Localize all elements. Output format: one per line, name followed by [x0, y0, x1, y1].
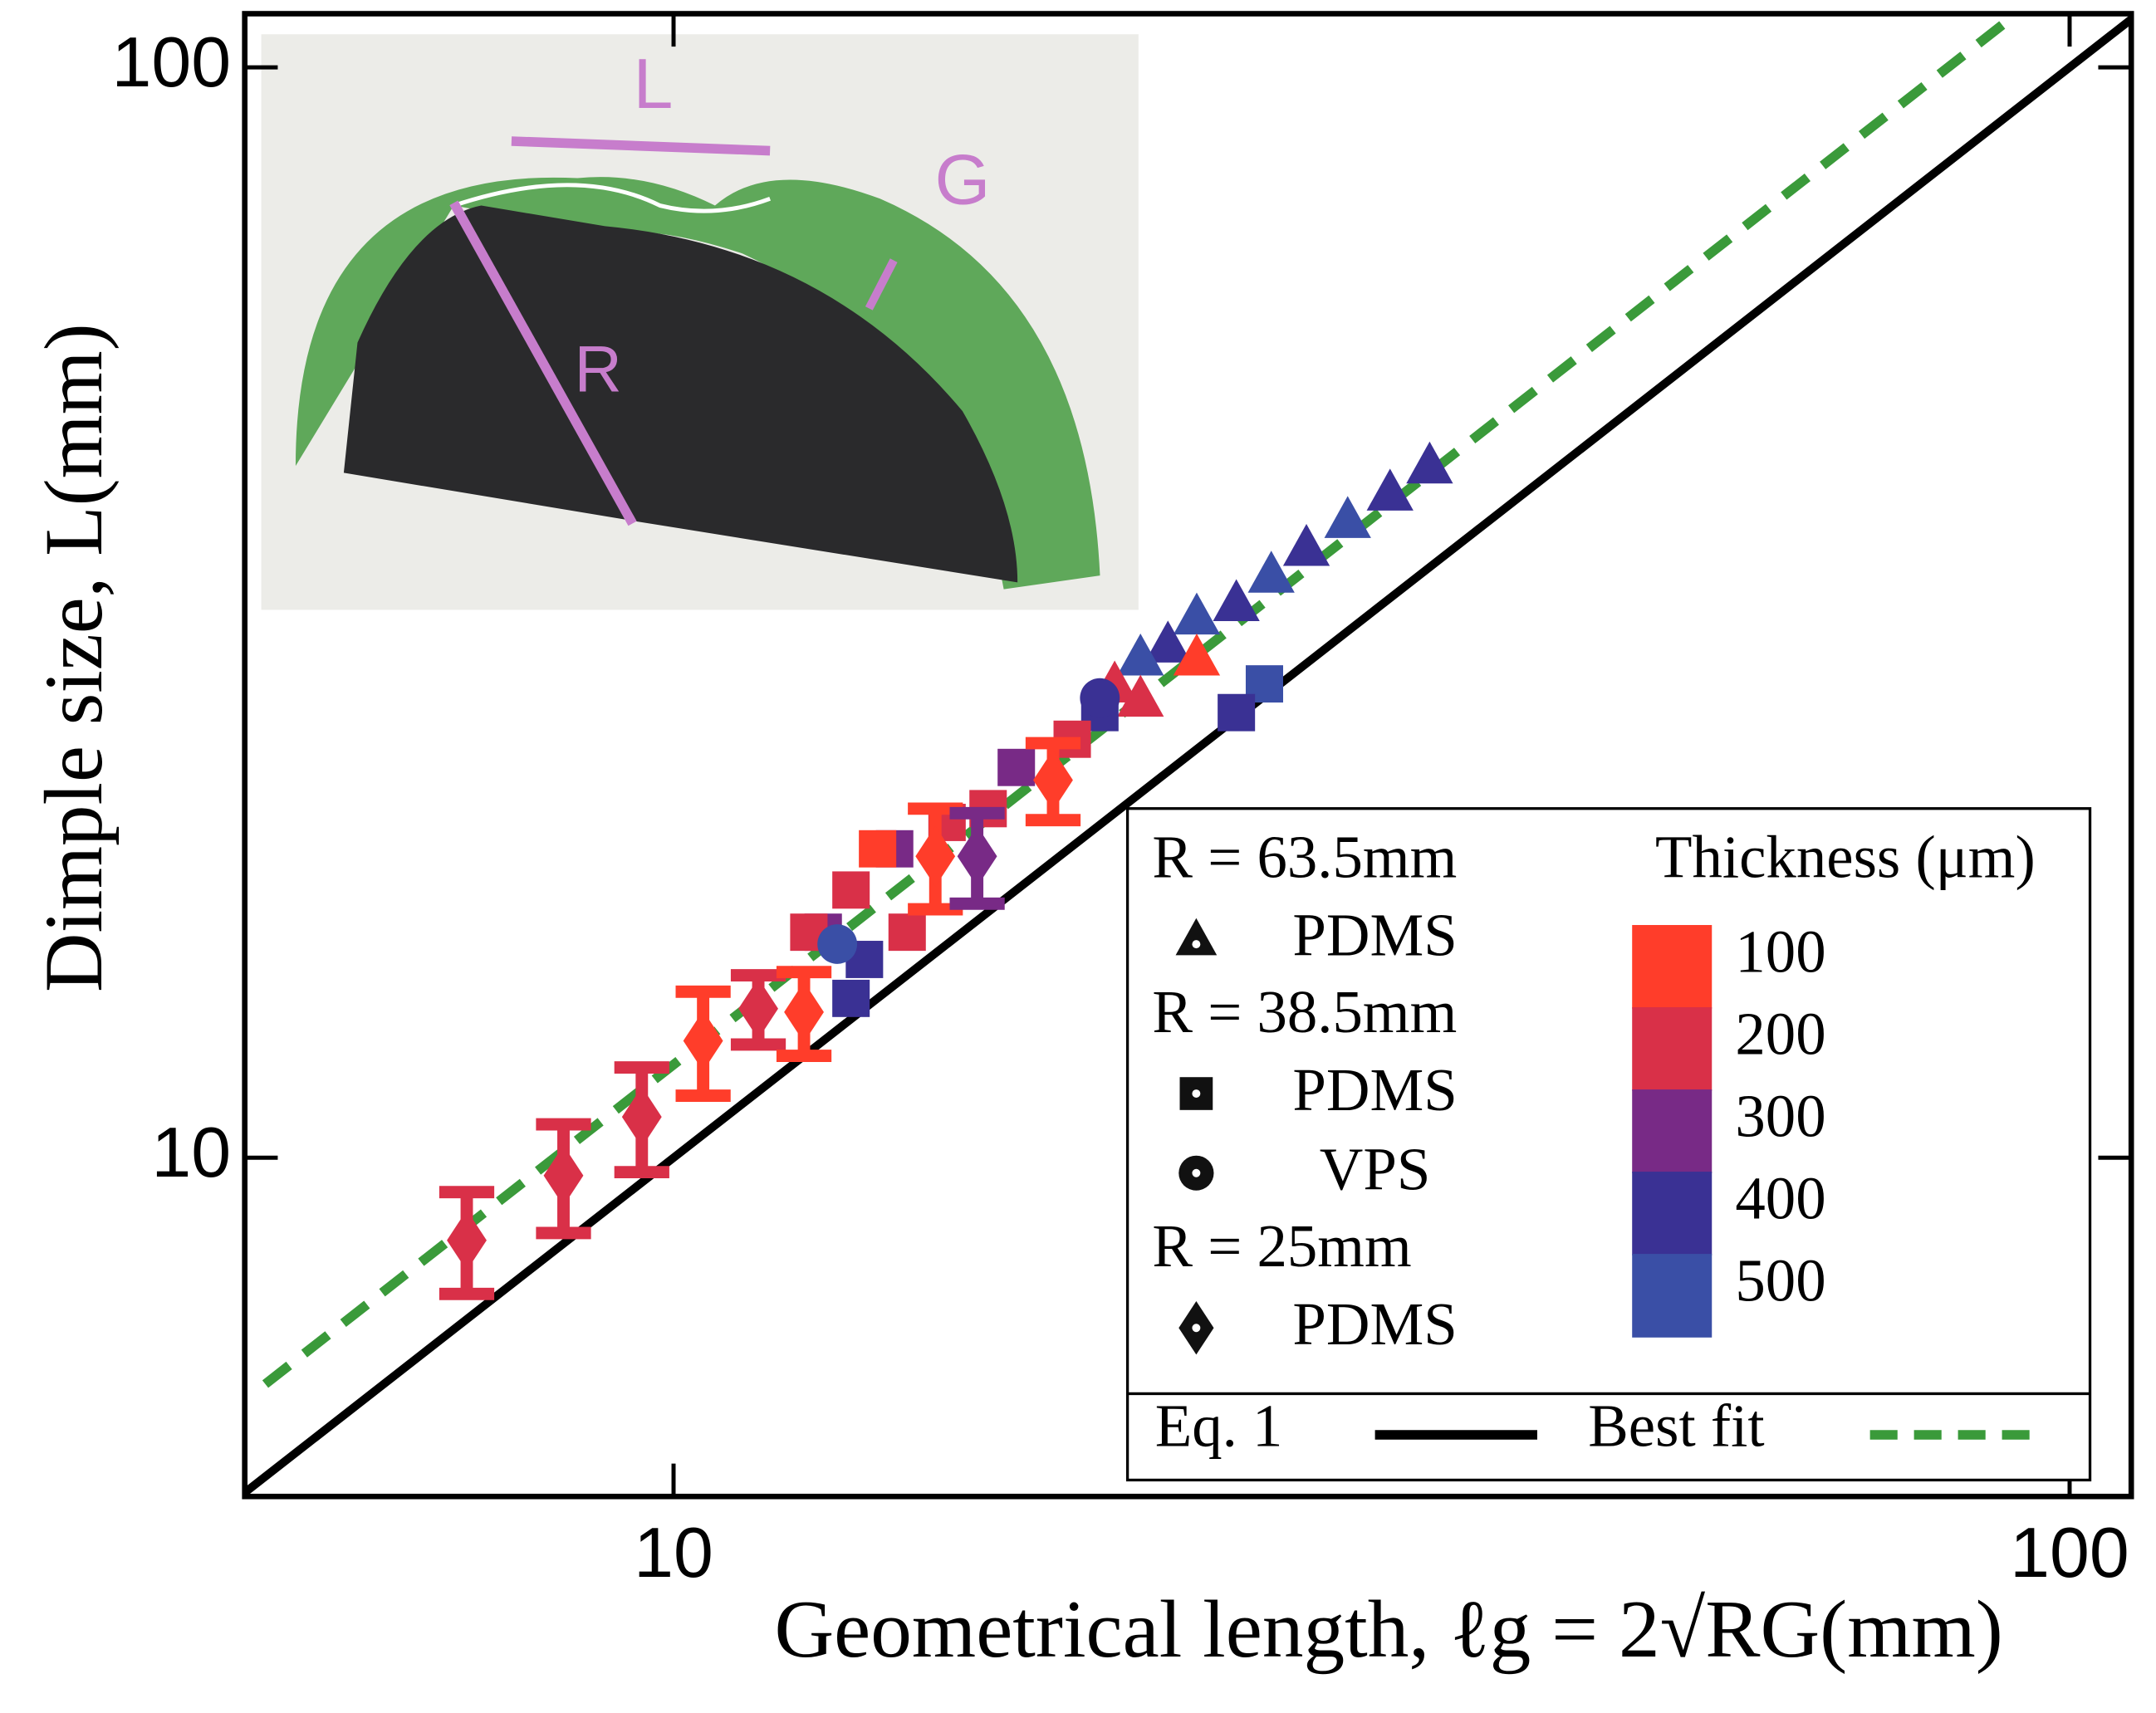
- legend-label: Best fit: [1588, 1392, 1764, 1459]
- plot-frame: [242, 11, 2134, 1500]
- point: [817, 924, 858, 964]
- inset-arrow: [511, 136, 771, 156]
- y-tick-label: 100: [112, 22, 232, 102]
- inset-label: R: [574, 332, 621, 406]
- legend-group: R = 25mm: [1152, 1212, 1411, 1280]
- legend-marker: [1175, 918, 1218, 956]
- inset-label: L: [633, 44, 673, 124]
- point: [832, 871, 870, 909]
- point: [1282, 523, 1330, 566]
- point: [1213, 579, 1260, 622]
- plot-area: [244, 16, 2132, 1496]
- point: [1366, 468, 1414, 511]
- legend-label: PDMS: [1292, 902, 1457, 969]
- colorbar-swatch: [1632, 1172, 1713, 1255]
- point: [683, 1011, 723, 1071]
- fit-line: [244, 16, 2132, 1496]
- legend-marker-dot: [1192, 1324, 1201, 1333]
- point: [1173, 592, 1221, 635]
- point: [1247, 551, 1295, 593]
- colorbar-label: 200: [1735, 1000, 1825, 1067]
- point: [1080, 678, 1120, 718]
- point: [621, 1086, 662, 1148]
- legend-label: PDMS: [1292, 1290, 1457, 1358]
- y-tick-label: 10: [151, 1113, 231, 1192]
- point: [447, 1210, 487, 1271]
- point: [738, 978, 778, 1040]
- colorbar-title: Thickness (μm): [1655, 824, 2036, 891]
- point: [859, 830, 897, 868]
- colorbar-swatch: [1632, 925, 1713, 1009]
- colorbar-label: 100: [1735, 918, 1825, 985]
- colorbar-label: 400: [1735, 1164, 1825, 1231]
- inset-photo: L G R: [261, 34, 1139, 610]
- legend-box: [1125, 807, 2092, 1482]
- legend-marker-dot: [1192, 1168, 1201, 1177]
- point: [1144, 620, 1192, 663]
- legend-group: R = 38.5mm: [1152, 978, 1457, 1045]
- point: [1218, 693, 1256, 732]
- inset-label: G: [934, 140, 990, 220]
- legend-label: Eq. 1: [1155, 1392, 1283, 1459]
- point: [543, 1145, 584, 1206]
- inset-arrow: [865, 258, 898, 311]
- legend-group: R = 63.5mm: [1152, 824, 1457, 891]
- colorbar-swatch: [1632, 1254, 1713, 1338]
- point: [1117, 674, 1164, 717]
- legend-marker-dot: [1192, 940, 1201, 949]
- point: [997, 748, 1036, 786]
- point: [1117, 633, 1164, 676]
- x-tick-label: 100: [2010, 1513, 2129, 1593]
- point: [915, 825, 956, 887]
- x-axis-label: Geometrical length, ℓg = 2√RG(mm): [774, 1584, 2002, 1675]
- inset-edge: [453, 183, 772, 213]
- colorbar-label: 300: [1735, 1082, 1825, 1149]
- colorbar-label: 500: [1735, 1246, 1825, 1314]
- point: [888, 913, 926, 952]
- x-tick-label: 10: [634, 1513, 713, 1593]
- legend-label: VPS: [1320, 1136, 1431, 1203]
- colorbar-swatch: [1632, 1007, 1713, 1091]
- legend-label: PDMS: [1292, 1056, 1457, 1123]
- legend-marker-dot: [1192, 1089, 1201, 1098]
- y-axis-label: Dimple size, L(mm): [29, 323, 120, 992]
- inset-arrow: [449, 200, 637, 526]
- point: [1406, 441, 1453, 484]
- inset-shell: [295, 177, 1100, 590]
- point: [1324, 496, 1371, 538]
- point: [1173, 633, 1221, 676]
- point: [784, 981, 824, 1043]
- point: [832, 979, 870, 1017]
- colorbar-swatch: [1632, 1089, 1713, 1173]
